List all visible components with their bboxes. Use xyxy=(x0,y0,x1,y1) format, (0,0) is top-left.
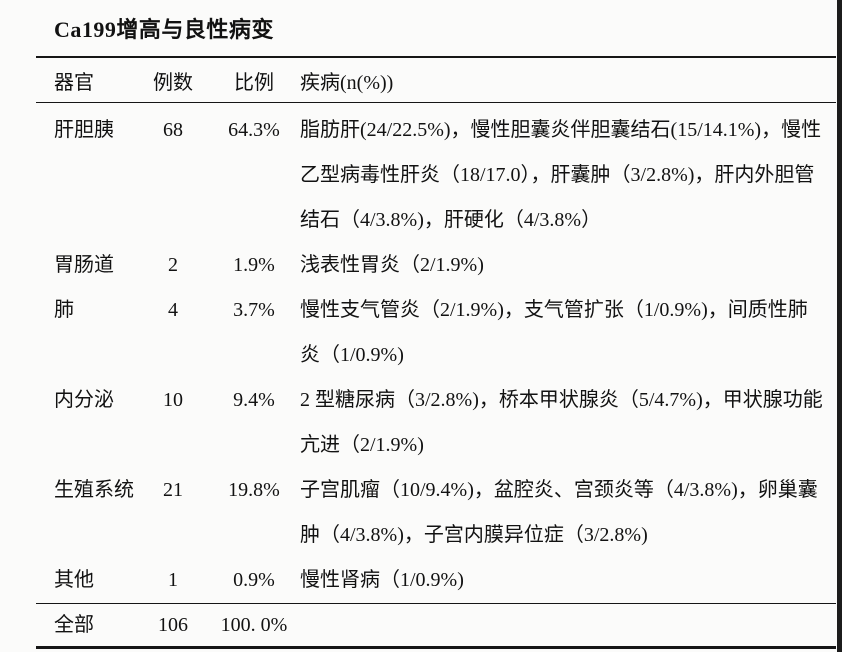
disease-cell: 子宫肌瘤（10/9.4%)，盆腔炎、宫颈炎等（4/3.8%)，卵巢囊肿（4/3.… xyxy=(300,479,818,546)
ratio-cell: 9.4% xyxy=(233,389,275,411)
organ-cell: 肝胆胰 xyxy=(54,119,114,141)
table-row: 其他 1 0.9% 慢性肾病（1/0.9%) xyxy=(36,558,836,604)
disease-cell xyxy=(300,604,836,648)
disease-cell: 浅表性胃炎（2/1.9%) xyxy=(300,254,484,276)
ratio-cell: 0.9% xyxy=(233,569,275,591)
header-row: 器官 例数 比例 疾病(n(%)) xyxy=(36,57,836,103)
cases-cell: 21 xyxy=(163,479,183,501)
table-row: 生殖系统 21 19.8% 子宫肌瘤（10/9.4%)，盆腔炎、宫颈炎等（4/3… xyxy=(36,468,836,558)
table-header: 器官 例数 比例 疾病(n(%)) xyxy=(36,57,836,103)
benign-lesions-table: 器官 例数 比例 疾病(n(%)) 肝胆胰 68 64.3% 脂肪肝(24/22… xyxy=(36,56,836,649)
table-row: 肺 4 3.7% 慢性支气管炎（2/1.9%)，支气管扩张（1/0.9%)，间质… xyxy=(36,288,836,378)
ratio-cell: 1.9% xyxy=(233,254,275,276)
cases-cell: 2 xyxy=(168,254,178,276)
organ-cell: 全部 xyxy=(54,614,94,636)
header-organ: 器官 xyxy=(54,72,94,94)
cases-cell: 4 xyxy=(168,299,178,321)
organ-cell: 肺 xyxy=(54,299,74,321)
disease-cell: 脂肪肝(24/22.5%)，慢性胆囊炎伴胆囊结石(15/14.1%)，慢性乙型病… xyxy=(300,119,822,231)
table-total-row: 全部 106 100. 0% xyxy=(36,603,836,648)
ratio-cell: 3.7% xyxy=(233,299,275,321)
table-body: 肝胆胰 68 64.3% 脂肪肝(24/22.5%)，慢性胆囊炎伴胆囊结石(15… xyxy=(36,103,836,648)
table-row: 胃肠道 2 1.9% 浅表性胃炎（2/1.9%) xyxy=(36,243,836,288)
cases-cell: 1 xyxy=(168,569,178,591)
cases-cell: 10 xyxy=(163,389,183,411)
table-title: Ca199增高与良性病变 xyxy=(54,17,274,42)
header-cases: 例数 xyxy=(153,72,193,94)
table-row: 肝胆胰 68 64.3% 脂肪肝(24/22.5%)，慢性胆囊炎伴胆囊结石(15… xyxy=(36,103,836,244)
cases-cell: 68 xyxy=(163,119,183,141)
ratio-cell: 19.8% xyxy=(228,479,280,501)
organ-cell: 胃肠道 xyxy=(54,254,114,276)
ratio-cell: 100. 0% xyxy=(220,614,288,636)
disease-cell: 慢性支气管炎（2/1.9%)，支气管扩张（1/0.9%)，间质性肺炎（1/0.9… xyxy=(300,299,808,366)
table-row: 内分泌 10 9.4% 2 型糖尿病（3/2.8%)，桥本甲状腺炎（5/4.7%… xyxy=(36,378,836,468)
header-disease: 疾病(n(%)) xyxy=(300,72,394,94)
scan-edge-artifact xyxy=(837,0,842,652)
disease-cell: 2 型糖尿病（3/2.8%)，桥本甲状腺炎（5/4.7%)，甲状腺功能亢进（2/… xyxy=(300,389,823,456)
ratio-cell: 64.3% xyxy=(228,119,280,141)
cases-cell: 106 xyxy=(158,614,188,636)
organ-cell: 其他 xyxy=(54,569,94,591)
header-ratio: 比例 xyxy=(234,72,274,94)
organ-cell: 内分泌 xyxy=(54,389,114,411)
disease-cell: 慢性肾病（1/0.9%) xyxy=(300,569,464,591)
organ-cell: 生殖系统 xyxy=(54,479,134,501)
